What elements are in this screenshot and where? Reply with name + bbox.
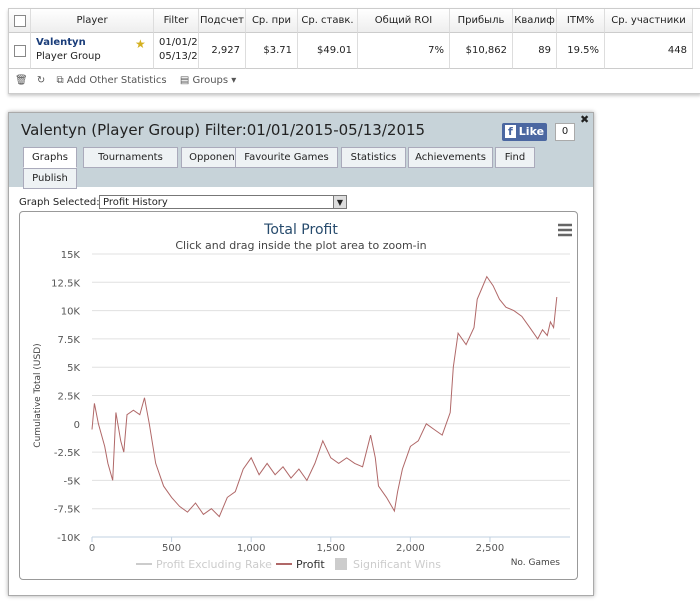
tab[interactable]: Statistics (341, 147, 406, 168)
x-tick-label: 2,000 (396, 543, 425, 554)
chart-title: Total Profit (263, 222, 338, 238)
like-label: Like (518, 125, 545, 138)
row-checkbox[interactable] (9, 33, 31, 69)
graph-label: Graph Selected: (19, 197, 100, 208)
legend-item[interactable]: Profit Excluding Rake (156, 558, 272, 571)
column-header: Прибыль (450, 9, 513, 33)
groups-button[interactable]: ▤ Groups ▾ (179, 75, 237, 86)
toolbar: 🗑 ↻ ⧉ Add Other Statistics ▤ Groups ▾ (9, 69, 700, 93)
graph-select[interactable]: Profit History ▼ (99, 195, 347, 209)
column-header: Ср. ставк. (298, 9, 358, 33)
player-panel: Valentyn (Player Group) Filter:01/01/201… (8, 112, 594, 596)
player-group: Player Group (36, 51, 101, 62)
panel-header: Valentyn (Player Group) Filter:01/01/201… (9, 113, 593, 189)
column-header: Квалиф (513, 9, 557, 33)
y-tick-label: 15K (61, 250, 81, 261)
y-tick-label: 5K (67, 363, 80, 374)
header-checkbox[interactable] (9, 9, 31, 33)
tab[interactable]: Opponents (181, 147, 252, 168)
stats-table: Player Filter Подсчет Ср. при Ср. ставк. Общи… (8, 8, 700, 94)
like-button[interactable]: f Like (502, 123, 547, 141)
y-tick-label: 12.5K (51, 278, 80, 289)
column-header: Ср. при (246, 9, 298, 33)
delete-icon[interactable]: 🗑 (15, 75, 28, 86)
legend-item[interactable]: Profit (296, 558, 325, 571)
x-tick-label: 1,000 (237, 543, 266, 554)
graph-select-value: Profit History (103, 197, 168, 208)
data-cell: 2,927 (199, 33, 246, 69)
y-tick-label: -10K (57, 533, 80, 544)
column-header: ITM% (557, 9, 605, 33)
close-button[interactable]: ✖ (580, 113, 590, 126)
chart-subtitle: Click and drag inside the plot area to z… (175, 239, 426, 252)
chart-box: Total Profit Click and drag inside the pl… (19, 211, 578, 580)
tab[interactable]: Graphs (23, 147, 77, 168)
data-cell: $3.71 (246, 33, 298, 69)
y-tick-label: -5K (63, 476, 80, 487)
filter-cell: 01/01/2 05/13/2 (154, 33, 199, 69)
y-tick-label: 2.5K (58, 392, 81, 403)
y-tick-label: 0 (74, 420, 80, 431)
x-tick-label: 0 (89, 543, 95, 554)
tab[interactable]: Favourite Games (235, 147, 338, 168)
player-cell: Valentyn Player Group ★ (31, 33, 154, 69)
like-count: 0 (555, 123, 575, 141)
data-cell: 89 (513, 33, 557, 69)
tab[interactable]: Achievements (408, 147, 493, 168)
data-cell: 448 (605, 33, 693, 69)
column-header: Ср. участники (605, 9, 693, 33)
legend-item[interactable]: Significant Wins (353, 558, 441, 571)
data-cell: $10,862 (450, 33, 513, 69)
filter-end: 05/13/2 (159, 51, 198, 62)
y-axis-label: Cumulative Total (USD) (33, 343, 43, 447)
player-name[interactable]: Valentyn (36, 37, 86, 48)
refresh-icon[interactable]: ↻ (36, 75, 46, 86)
filter-start: 01/01/2 (159, 37, 198, 48)
legend-symbol (335, 558, 347, 570)
x-tick-label: 500 (162, 543, 181, 554)
tab[interactable]: Tournaments (83, 147, 178, 168)
data-cell: 7% (358, 33, 450, 69)
panel-title: Valentyn (Player Group) Filter:01/01/201… (21, 121, 426, 139)
column-header: Filter (154, 9, 199, 33)
y-tick-label: 10K (61, 307, 81, 318)
x-tick-label: 1,500 (316, 543, 345, 554)
y-tick-label: -2.5K (54, 448, 81, 459)
tab[interactable]: Publish (23, 168, 77, 189)
column-header: Общий ROI (358, 9, 450, 33)
x-axis-label: No. Games (511, 558, 561, 568)
tab[interactable]: Find (495, 147, 535, 168)
profit-line (91, 275, 558, 518)
add-stats-button[interactable]: ⧉ Add Other Statistics (56, 75, 167, 86)
column-header: Player (31, 9, 154, 33)
add-stats-label: Add Other Statistics (66, 75, 167, 86)
data-cell: $49.01 (298, 33, 358, 69)
badge-icon: ★ (135, 37, 146, 51)
groups-label: Groups (192, 75, 229, 86)
y-tick-label: 7.5K (58, 335, 81, 346)
y-tick-label: -7.5K (54, 505, 81, 516)
column-header: Подсчет (199, 9, 246, 33)
x-tick-label: 2,500 (476, 543, 505, 554)
data-cell: 19.5% (557, 33, 605, 69)
